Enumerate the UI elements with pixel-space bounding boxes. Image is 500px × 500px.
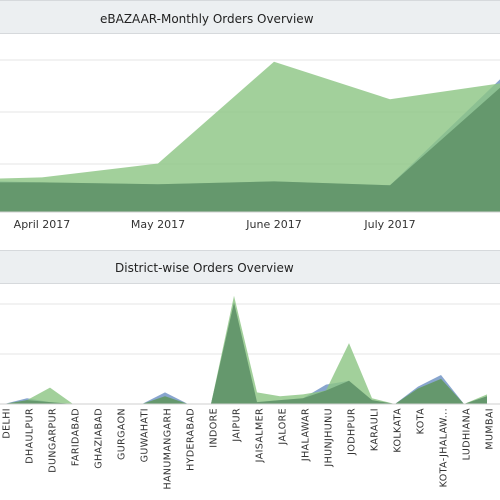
district-tick-label: MUMBAI [485,408,496,450]
district-orders-chart[interactable]: DELHI DHAULPUR DUNGARPUR FARIDABAD GHAZIABAD… [0,284,500,500]
district-tick-label: JHALAWAR [301,408,312,462]
district-tick-label: GUWAHATI [140,408,151,462]
district-tick-label: KARAULI [370,408,381,451]
district-chart-title: District-wise Orders Overview [115,261,294,275]
district-tick-label: JAISALMER [255,408,266,463]
district-tick-label: HANUMANGARH [163,408,174,490]
district-tick-label: KOTA-JHALAW... [439,408,450,487]
district-tick-label: KOTA [416,408,427,434]
district-tick-label: JALORE [278,408,289,446]
district-tick-label: DELHI [2,408,13,439]
district-overlap-area [4,302,487,404]
monthly-chart-title: eBAZAAR-Monthly Orders Overview [100,12,314,26]
x-tick-label: May 2017 [131,218,185,231]
district-tick-label: JAIPUR [232,408,243,443]
district-series-2-area [4,295,487,404]
monthly-series-2-area [0,61,500,212]
district-tick-label: KOLKATA [393,408,404,453]
district-tick-label: DUNGARPUR [48,408,59,473]
x-tick-label: June 2017 [245,218,301,231]
district-tick-label: DHAULPUR [25,408,36,464]
district-tick-label: LUDHIANA [462,408,473,460]
district-tick-label: INDORE [209,408,220,448]
district-tick-label: JHUNJHUNU [324,408,335,468]
district-tick-label: GURGAON [117,408,128,460]
district-tick-label: FARIDABAD [71,408,82,466]
district-tick-label: JODHPUR [347,408,358,456]
district-tick-label: HYDERABAD [186,408,197,471]
monthly-panel-header [0,0,500,34]
district-panel-header [0,250,500,284]
district-tick-label: GHAZIABAD [94,408,105,469]
x-tick-label: April 2017 [14,218,71,231]
x-tick-label: July 2017 [363,218,415,231]
monthly-overlap-area [0,87,500,212]
